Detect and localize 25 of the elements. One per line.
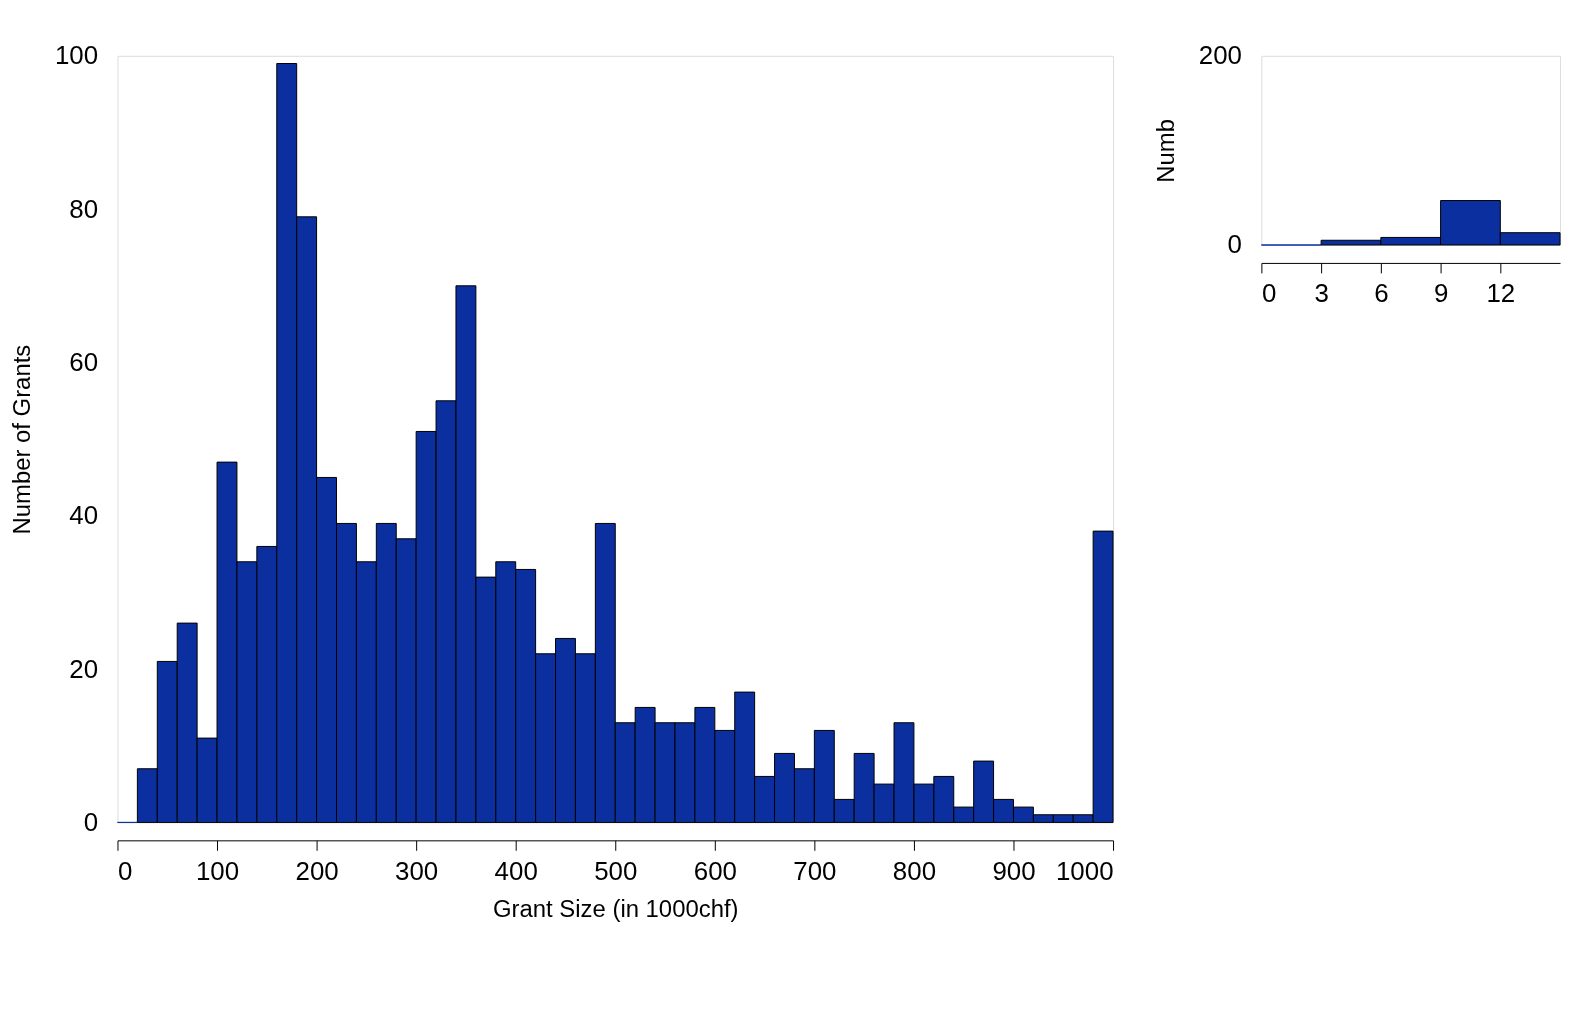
x-tick-label: 9 — [1433, 279, 1449, 308]
x-tick-label: 800 — [892, 856, 937, 885]
x-tick-label: 300 — [395, 856, 439, 885]
x-tick-label: 0 — [117, 856, 133, 885]
x-tick-label: 600 — [693, 856, 737, 885]
x-tick-label: 6 — [1374, 279, 1389, 308]
y-axis-title: Numb — [1151, 119, 1179, 183]
x-tick-label: 100 — [195, 856, 240, 885]
y-axis-title: Number of Grants — [7, 344, 35, 535]
x-tick-label: 200 — [295, 856, 339, 885]
x-tick-label: 3 — [1314, 279, 1329, 308]
y-tick-label: 100 — [54, 41, 99, 70]
x-tick-label: 500 — [594, 856, 638, 885]
x-tick-label: 400 — [494, 856, 538, 885]
y-tick-label: 80 — [69, 194, 99, 223]
x-tick-label: 900 — [992, 856, 1036, 885]
y-tick-label: 60 — [69, 347, 99, 376]
x-axis-title: Grant Size (in 1000chf) — [493, 895, 739, 923]
y-tick-label: 0 — [83, 807, 99, 836]
x-tick-label: 12 — [1486, 279, 1516, 308]
y-tick-label: 20 — [69, 654, 99, 683]
x-tick-label: 1000 — [1055, 856, 1114, 885]
x-tick-label: 0 — [1261, 279, 1277, 308]
x-tick-label: 700 — [793, 856, 837, 885]
y-tick-label: 40 — [69, 501, 99, 530]
